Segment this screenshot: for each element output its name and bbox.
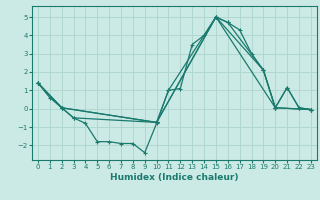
- X-axis label: Humidex (Indice chaleur): Humidex (Indice chaleur): [110, 173, 239, 182]
